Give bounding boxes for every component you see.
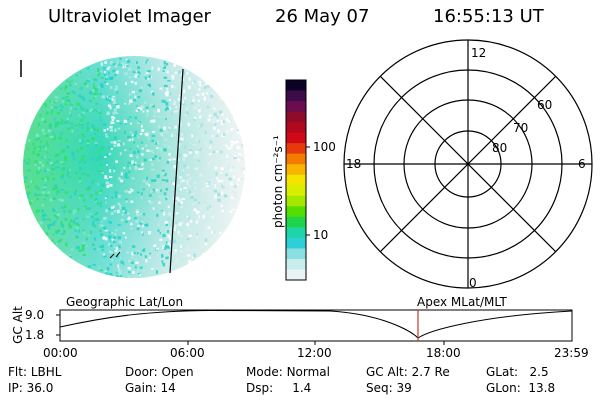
- date-label: 26 May 07: [275, 6, 370, 27]
- colorbar-label-100: 100: [313, 140, 336, 154]
- gc-alt-axis-label: GC Alt: [11, 306, 25, 344]
- info-gain: Gain: 14: [125, 381, 176, 395]
- color-bar: [286, 80, 306, 281]
- colorbar-segment: [286, 237, 306, 249]
- colorbar-segment: [286, 111, 306, 123]
- info-flt: Flt: LBHL: [8, 365, 62, 379]
- colorbar-unit-label: photon cm⁻²s⁻¹: [271, 135, 285, 228]
- lat-label-80: 80: [492, 141, 508, 155]
- colorbar-segment: [286, 206, 306, 218]
- apex-label: Apex MLat/MLT: [417, 295, 507, 309]
- colorbar-segment: [286, 227, 306, 239]
- info-dsp: Dsp: 1.4: [246, 381, 312, 395]
- colorbar-segment: [286, 248, 306, 260]
- station-mark: [109, 251, 121, 259]
- colorbar-segment: [286, 153, 306, 165]
- y-tick-9: 9.0: [25, 308, 45, 322]
- colorbar-segment: [286, 195, 306, 207]
- mlt-label-0: 0: [469, 276, 477, 290]
- colorbar-segment: [286, 143, 306, 155]
- info-mode: Mode: Normal: [246, 365, 330, 379]
- info-door: Door: Open: [125, 365, 194, 379]
- color-bar-frame: [285, 79, 307, 281]
- info-seq: Seq: 39: [366, 381, 412, 395]
- lat-label-60: 60: [537, 98, 553, 112]
- x-tick-1200: 12:00: [297, 346, 332, 360]
- info-glon: GLon: 13.8: [486, 381, 556, 395]
- colorbar-segment: [286, 164, 306, 176]
- colorbar-segment: [286, 185, 306, 197]
- colorbar-segment: [286, 132, 306, 144]
- mlt-label-12: 12: [471, 46, 487, 60]
- x-tick-1800: 18:00: [426, 346, 461, 360]
- x-tick-0600: 06:00: [170, 346, 205, 360]
- colorbar-segment: [286, 90, 306, 102]
- y-tick-1-8: 1.8: [25, 328, 45, 342]
- terminator-line: [169, 68, 184, 274]
- colorbar-segment: [286, 216, 306, 228]
- uv-earth-disk: [23, 56, 245, 278]
- polar-dial: [343, 39, 593, 289]
- colorbar-segment: [286, 122, 306, 134]
- colorbar-segment: [286, 174, 306, 186]
- mlt-label-18: 18: [346, 157, 362, 171]
- colorbar-label-10: 10: [313, 228, 329, 242]
- colorbar-segment: [286, 101, 306, 113]
- time-label: 16:55:13 UT: [433, 6, 544, 27]
- geographic-label: Geographic Lat/Lon: [66, 295, 184, 309]
- altitude-timeline: [56, 309, 573, 345]
- colorbar-segment: [286, 80, 306, 92]
- info-glat: GLat: 2.5: [486, 365, 549, 379]
- colorbar-segment: [286, 258, 306, 270]
- info-gc-alt: GC Alt: 2.7 Re: [366, 365, 450, 379]
- imager-title: Ultraviolet Imager: [48, 6, 211, 27]
- colorbar-segment: [286, 269, 306, 281]
- x-tick-2359: 23:59: [554, 346, 589, 360]
- x-tick-0000: 00:00: [43, 346, 78, 360]
- lat-label-70: 70: [513, 121, 529, 135]
- info-ip: IP: 36.0: [8, 381, 54, 395]
- mlt-label-6: 6: [578, 157, 586, 171]
